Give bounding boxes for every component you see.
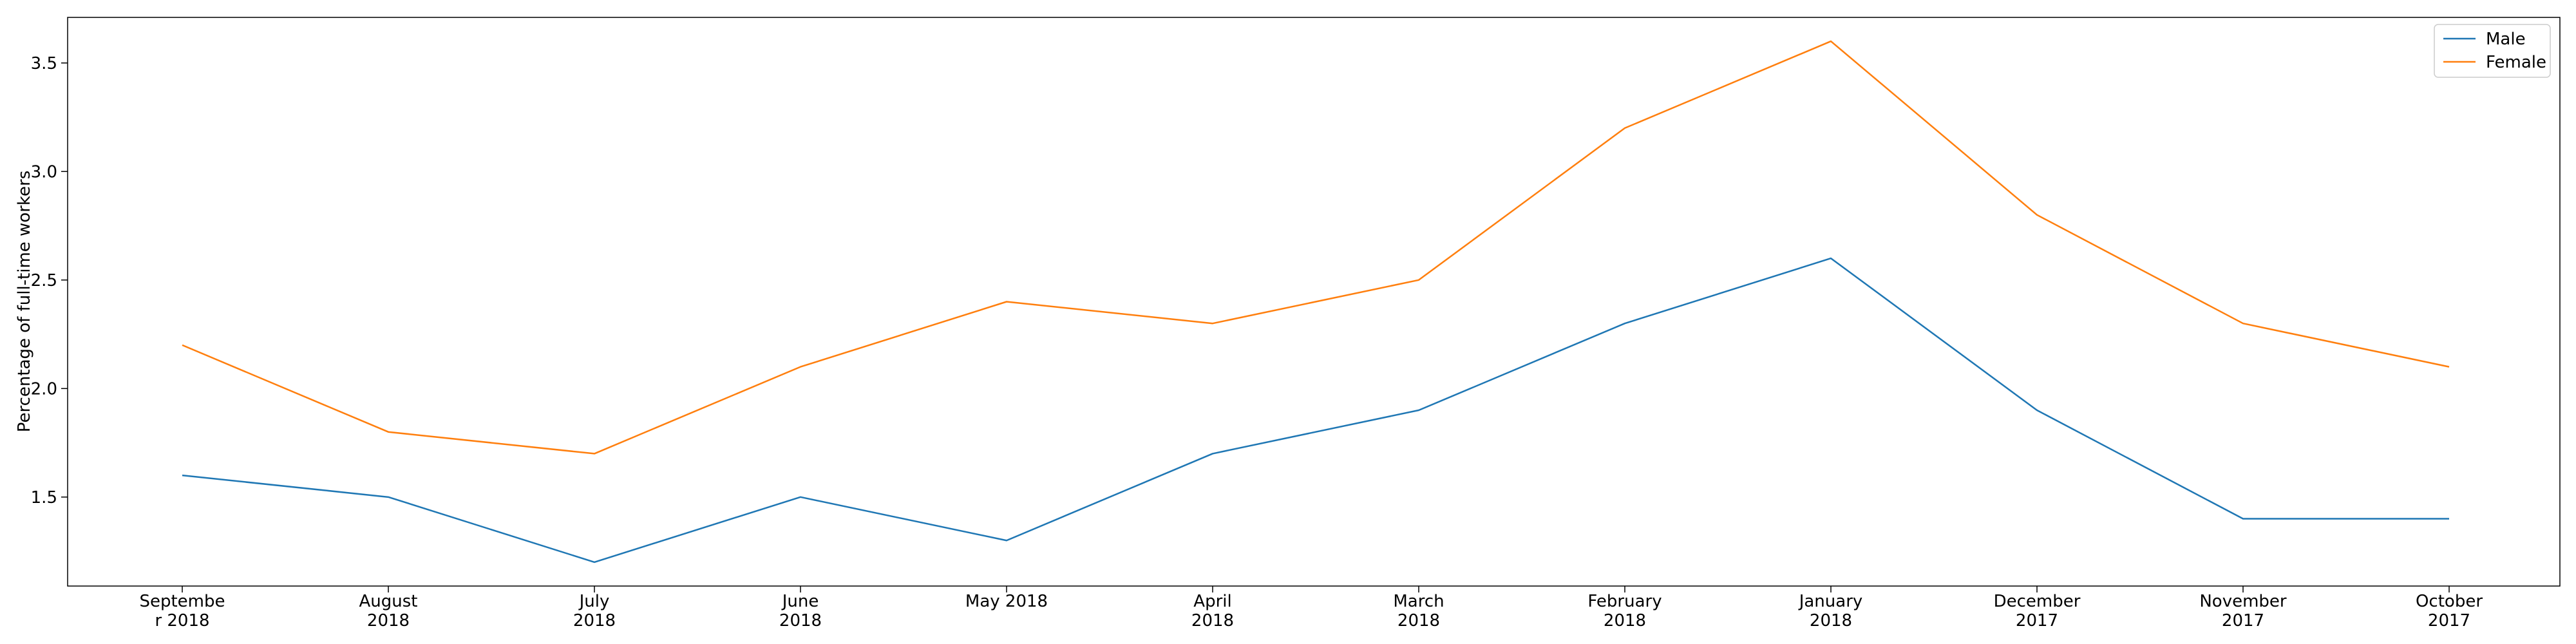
x-tick-label-line: 2018 [779,611,822,630]
x-tick-label: Septembe r 2018 [139,592,225,630]
x-tick-label: December 2017 [1994,592,2081,630]
y-tick-label: 2.0 [31,379,57,399]
x-tick-label-line: January [1798,592,1863,611]
x-tick-label: March 2018 [1393,592,1444,630]
y-tick-label: 3.5 [31,54,57,73]
x-tick-label-line: 2017 [2428,611,2470,630]
legend: Male Female [2434,24,2551,78]
x-tick-label-line: 2018 [1810,611,1852,630]
x-tick-label: April 2018 [1191,592,1234,630]
y-tick-label: 3.0 [31,162,57,182]
y-tick-label: 2.5 [31,271,57,290]
legend-label-male: Male [2486,30,2526,49]
x-tick-label-line: October [2416,592,2483,611]
x-tick-label: November 2017 [2199,592,2287,630]
x-tick-label-line: 2017 [2222,611,2264,630]
series-line-female [182,40,2450,455]
legend-label-female: Female [2486,53,2546,72]
x-tick-label-line: December [1994,592,2081,611]
x-tick-label-line: 2018 [1397,611,1440,630]
x-tick-label: January 2018 [1798,592,1863,630]
x-tick-label-line: 2018 [1604,611,1646,630]
x-tick-label-line: May 2018 [965,592,1048,611]
series-line-male [182,257,2449,564]
series-lines [182,40,2450,564]
x-tick-label: August 2018 [359,592,418,630]
x-tick-label-line: April [1193,592,1231,611]
x-tick-label-line: November [2199,592,2287,611]
y-axis: 1.5 2.0 2.5 3.0 3.5 [31,54,68,507]
y-tick-label: 1.5 [31,488,57,507]
y-axis-label: Percentage of full-time workers [15,171,34,433]
x-tick-label-line: Septembe [139,592,225,611]
x-tick-label: February 2018 [1587,592,1662,630]
x-tick-label-line: 2017 [2016,611,2058,630]
x-tick-label-line: r 2018 [155,611,209,630]
x-tick-label: October 2017 [2416,592,2483,630]
x-tick-label-line: 2018 [1191,611,1234,630]
x-tick-label-line: February [1587,592,1662,611]
x-tick-label-line: August [359,592,418,611]
legend-box [2434,24,2551,78]
x-tick-label: June 2018 [779,592,822,630]
x-tick-label-line: March [1393,592,1444,611]
x-tick-label: May 2018 [965,592,1048,611]
x-tick-label-line: June [781,592,819,611]
x-tick-label-line: 2018 [573,611,616,630]
x-tick-label-line: 2018 [367,611,410,630]
x-tick-label: July 2018 [573,592,616,630]
x-tick-label-line: July [578,592,610,611]
